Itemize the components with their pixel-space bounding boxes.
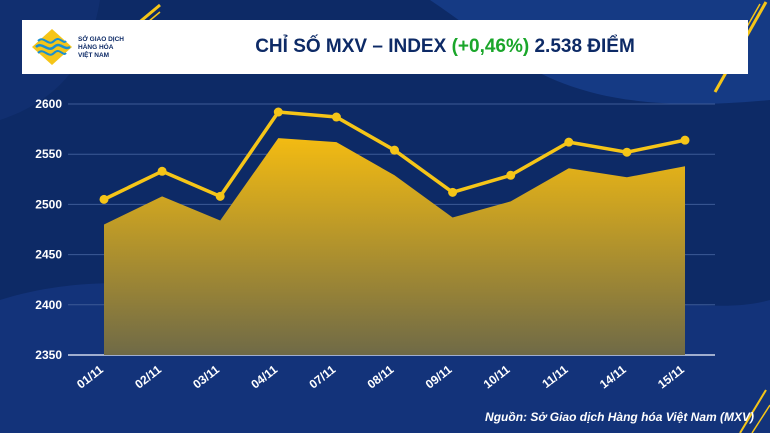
- line-point: [99, 194, 109, 204]
- line-point: [506, 170, 516, 180]
- x-tick-label: 03/11: [190, 362, 222, 391]
- logo-line-1: SỞ GIAO DỊCH: [78, 36, 124, 43]
- x-tick-label: 04/11: [248, 362, 280, 391]
- chart-title: CHỈ SỐ MXV – INDEX (+0,46%) 2.538 ĐIỂM: [142, 36, 748, 58]
- title-change: (+0,46%): [451, 36, 530, 57]
- line-point: [564, 137, 574, 147]
- line-point: [390, 145, 399, 155]
- y-tick-label: 2550: [35, 147, 62, 161]
- x-tick-label: 09/11: [423, 362, 455, 391]
- logo-line-2: HÀNG HÓA: [78, 44, 114, 51]
- x-tick-label: 10/11: [481, 362, 513, 391]
- y-tick-label: 2400: [35, 298, 62, 312]
- line-series: [99, 107, 690, 204]
- x-tick-label: 07/11: [306, 362, 338, 391]
- title-prefix: CHỈ SỐ MXV – INDEX: [255, 36, 447, 57]
- y-tick-label: 2450: [35, 248, 62, 262]
- header-banner: SỞ GIAO DỊCH HÀNG HÓA VIỆT NAM CHỈ SỐ MX…: [22, 20, 748, 74]
- logo-line-3: VIỆT NAM: [78, 52, 110, 59]
- line-point: [273, 107, 283, 117]
- x-tick-label: 14/11: [597, 362, 629, 391]
- area-shape: [104, 138, 685, 355]
- source-note: Nguồn: Sở Giao dịch Hàng hóa Việt Nam (M…: [485, 410, 754, 424]
- mxv-logo-icon: [32, 29, 72, 65]
- y-tick-label: 2600: [35, 97, 62, 111]
- line-point: [448, 187, 458, 197]
- x-tick-label: 15/11: [655, 362, 687, 391]
- y-axis-ticks: 2350 2400 2450 2500 2550 2600: [35, 97, 62, 362]
- y-tick-label: 2500: [35, 197, 62, 211]
- area-series: [104, 138, 685, 355]
- x-axis-ticks: 01/11 02/11 03/11 04/11 07/11 08/11 09/11 10/11…: [74, 362, 687, 391]
- x-tick-label: 08/11: [365, 362, 397, 391]
- y-tick-label: 2350: [35, 348, 62, 362]
- title-suffix: 2.538 ĐIỂM: [534, 36, 635, 57]
- mxv-logo: SỞ GIAO DỊCH HÀNG HÓA VIỆT NAM: [30, 27, 180, 67]
- line-point: [215, 191, 225, 201]
- line-point: [331, 112, 341, 122]
- x-tick-label: 01/11: [74, 362, 106, 391]
- x-tick-label: 11/11: [539, 362, 570, 391]
- line-point: [157, 166, 167, 176]
- line-point: [680, 135, 690, 145]
- x-tick-label: 02/11: [132, 362, 164, 391]
- line-point: [622, 147, 632, 157]
